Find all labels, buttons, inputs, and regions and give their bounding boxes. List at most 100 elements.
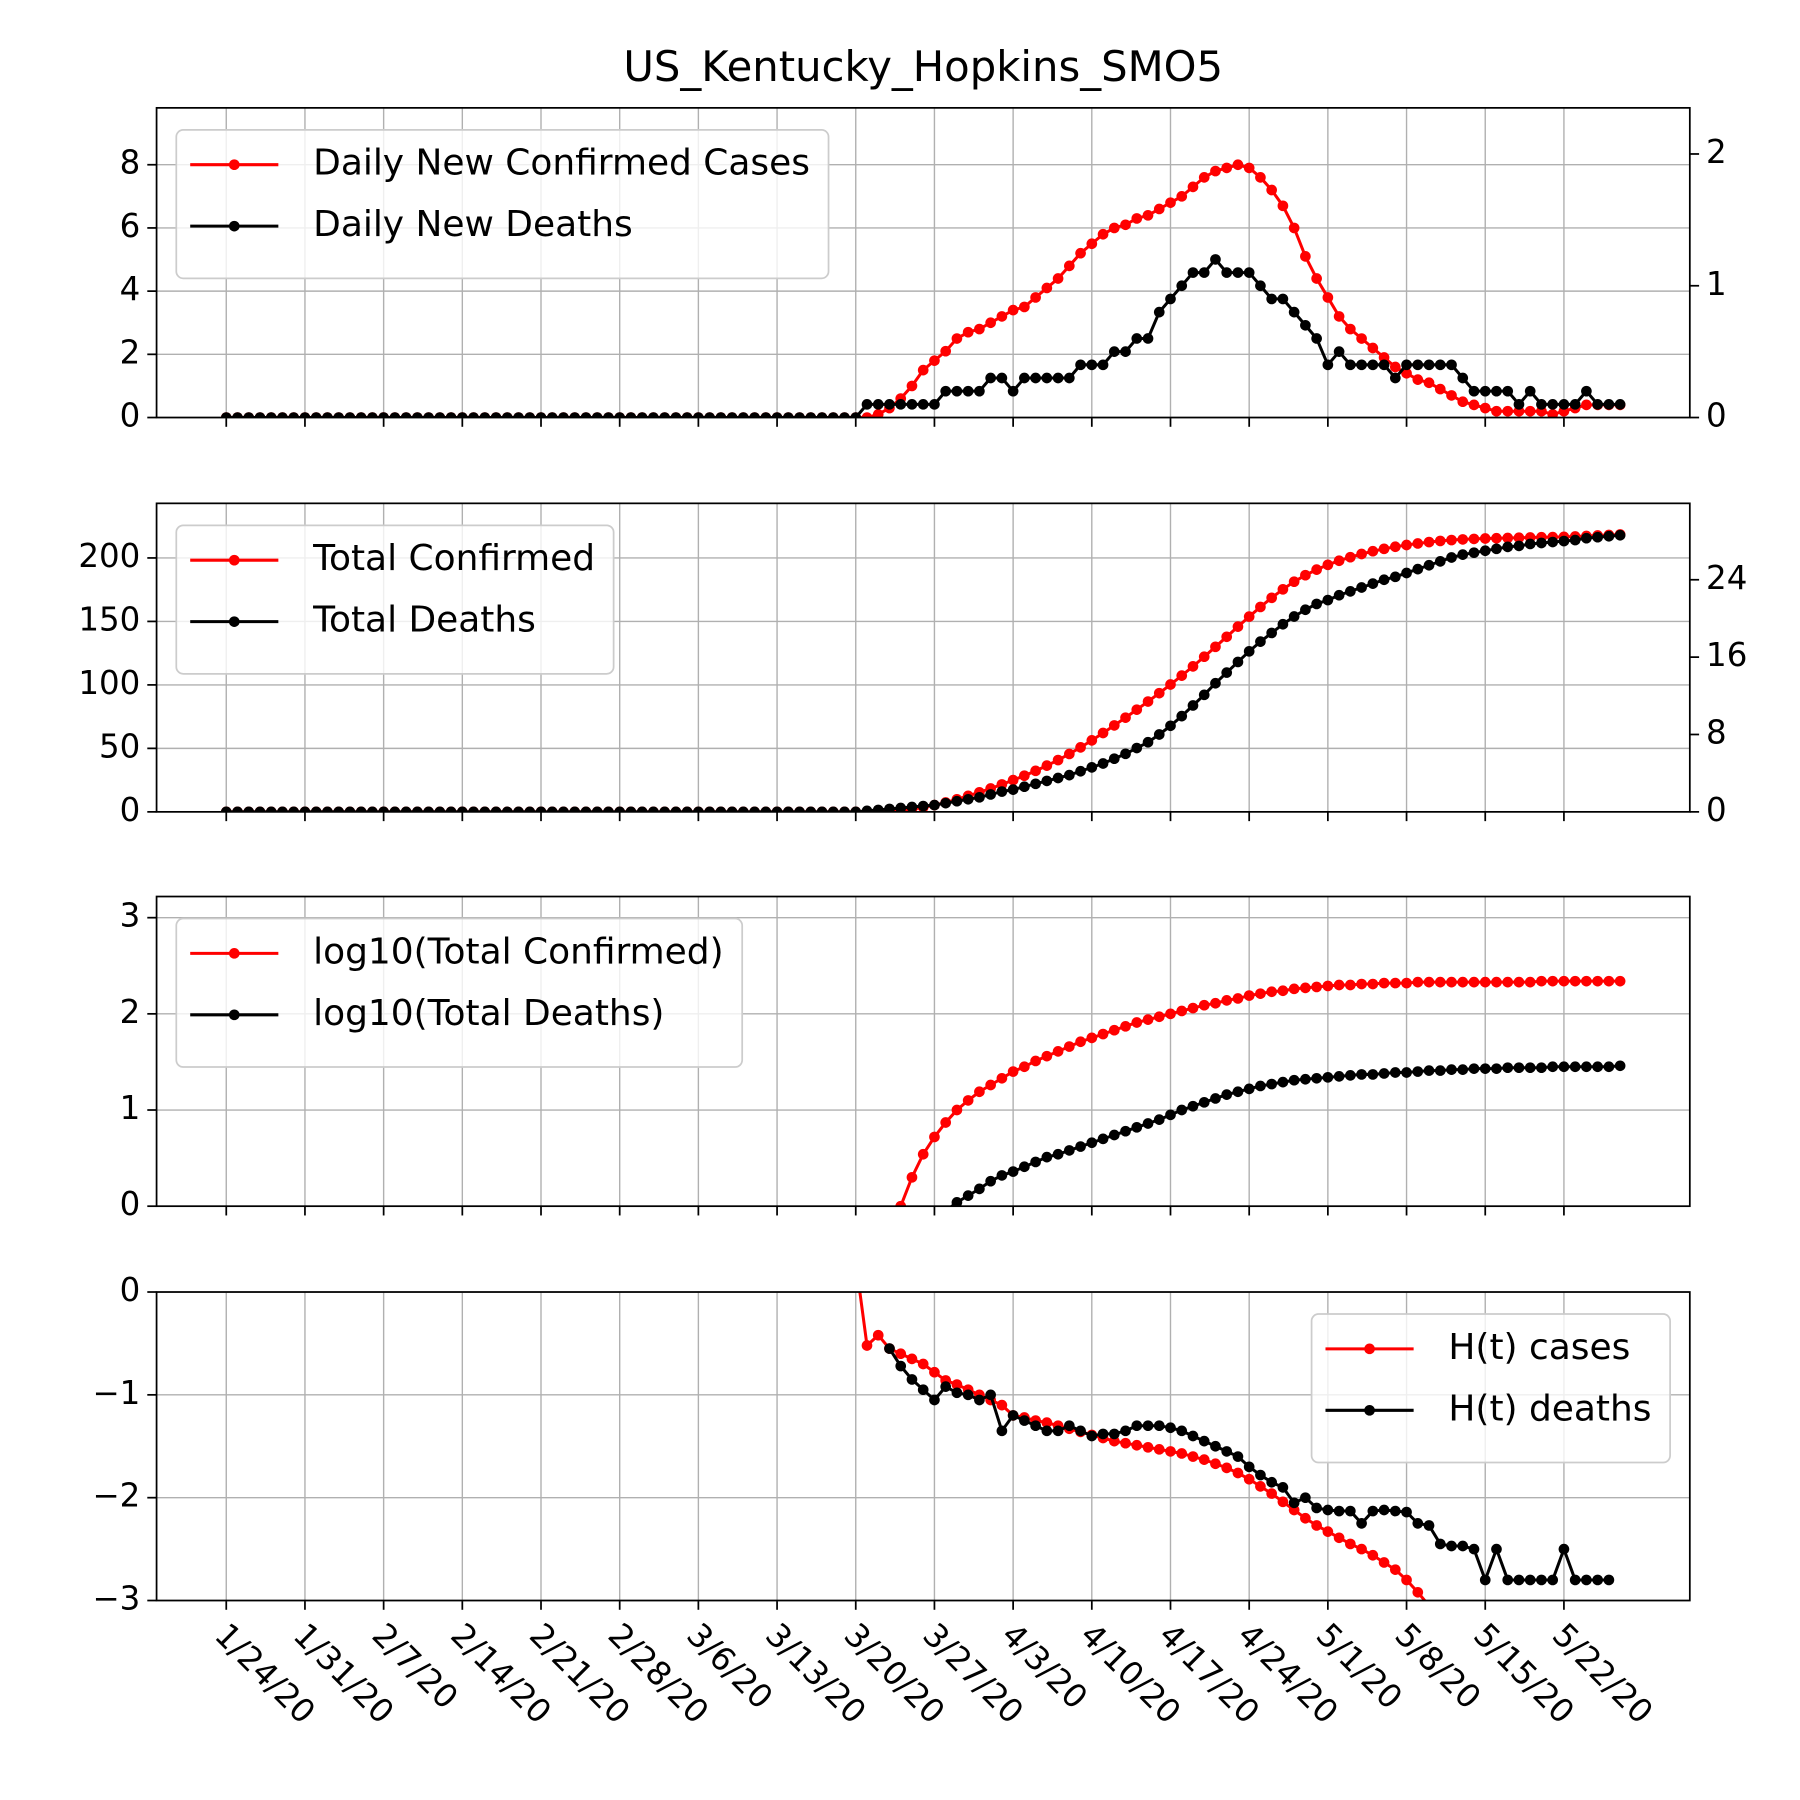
point — [636, 806, 648, 812]
point — [1266, 1476, 1277, 1488]
point — [1232, 1467, 1244, 1479]
point — [1142, 696, 1154, 707]
point — [288, 806, 300, 812]
point — [1086, 1430, 1098, 1442]
point — [1075, 742, 1086, 753]
point — [1536, 1574, 1547, 1586]
point — [1322, 359, 1334, 371]
point — [872, 399, 884, 410]
point — [1367, 1069, 1379, 1080]
point — [445, 806, 457, 812]
point — [1187, 1430, 1199, 1442]
point — [1243, 162, 1255, 174]
legend-label: H(t) cases — [1448, 1327, 1630, 1368]
point — [1581, 385, 1592, 397]
point — [1457, 549, 1469, 560]
legend-item: Total Confirmed — [190, 538, 595, 579]
legend-item: H(t) cases — [1325, 1327, 1630, 1368]
point — [895, 399, 907, 410]
point — [1311, 333, 1322, 344]
point — [906, 1374, 918, 1385]
point — [1266, 1488, 1277, 1499]
y-tick-label: 0 — [120, 791, 141, 829]
point — [1153, 1444, 1165, 1455]
series — [220, 529, 1626, 812]
legend-item: log10(Total Deaths) — [190, 993, 664, 1034]
point — [749, 806, 760, 812]
legend-label: Total Deaths — [312, 600, 536, 641]
point — [1558, 1061, 1570, 1073]
point — [1176, 1104, 1188, 1116]
point — [1423, 1520, 1435, 1531]
legend-item: Total Deaths — [190, 600, 536, 641]
point — [1097, 359, 1109, 371]
point — [1479, 976, 1491, 988]
point — [1277, 985, 1289, 997]
point — [1592, 531, 1603, 543]
point — [1210, 677, 1221, 689]
point — [1165, 293, 1176, 305]
point — [1243, 267, 1255, 278]
point — [1412, 976, 1424, 988]
point — [1412, 1518, 1424, 1529]
y2-tick-label: 2 — [1706, 133, 1727, 171]
y-tick-label: 100 — [78, 664, 140, 702]
series — [858, 1292, 1431, 1601]
point — [1232, 621, 1244, 632]
point — [940, 345, 952, 357]
point — [412, 806, 423, 812]
y2-tick-label: 1 — [1706, 265, 1727, 303]
point — [1547, 1061, 1559, 1073]
y2-tick-label: 8 — [1706, 713, 1727, 751]
point — [1614, 529, 1626, 541]
point — [1221, 162, 1233, 174]
point — [726, 412, 738, 418]
point — [872, 1329, 884, 1341]
point — [1345, 979, 1356, 991]
point — [1232, 159, 1244, 171]
point — [1041, 372, 1053, 384]
point — [1491, 1063, 1502, 1074]
point — [1468, 385, 1480, 397]
point — [277, 412, 288, 418]
point — [1120, 712, 1131, 723]
point — [962, 385, 974, 397]
point — [1356, 1543, 1367, 1555]
point — [996, 786, 1008, 797]
point — [1446, 359, 1457, 371]
point — [400, 806, 412, 812]
point — [1255, 172, 1266, 183]
point — [1142, 209, 1154, 221]
point — [704, 806, 715, 812]
point — [445, 412, 457, 418]
point — [220, 412, 232, 418]
point — [1131, 1420, 1143, 1432]
point — [1547, 536, 1559, 548]
point — [603, 412, 614, 418]
point — [614, 806, 626, 812]
point — [1232, 656, 1244, 668]
point — [1502, 541, 1514, 553]
point — [1333, 1532, 1345, 1544]
point — [1547, 1574, 1559, 1586]
point — [929, 1394, 940, 1406]
point — [569, 806, 581, 812]
point — [243, 412, 255, 418]
point — [929, 1131, 940, 1143]
point — [962, 1389, 974, 1401]
point — [1097, 1428, 1109, 1440]
point — [1311, 1072, 1322, 1084]
point — [917, 1384, 929, 1396]
point — [1524, 385, 1536, 397]
point — [962, 793, 974, 805]
point — [1176, 1425, 1188, 1437]
point — [220, 806, 232, 812]
point — [468, 412, 479, 418]
point — [1153, 1011, 1165, 1023]
point — [1153, 1114, 1165, 1125]
point — [1367, 1505, 1379, 1517]
point — [738, 412, 749, 418]
point — [1187, 267, 1199, 278]
legend-item: Daily New Deaths — [190, 204, 633, 245]
